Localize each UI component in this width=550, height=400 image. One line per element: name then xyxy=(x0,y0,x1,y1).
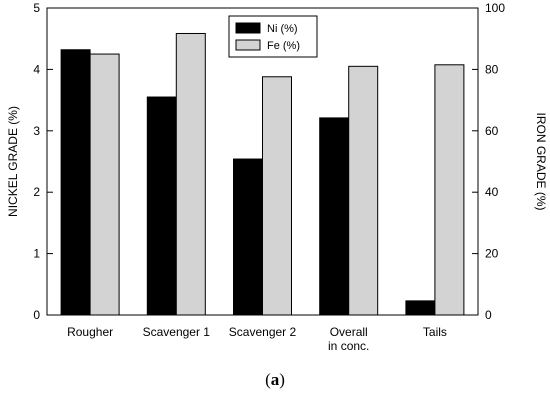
bar-fe-3 xyxy=(348,65,379,316)
x-tick-label-0-0: Rougher xyxy=(67,325,113,339)
x-tick-label-1-0: Scavenger 1 xyxy=(143,325,211,339)
y-right-axis-title: IRON GRADE (%) xyxy=(534,112,548,210)
x-tick-label-3-0: Overall xyxy=(330,325,368,339)
panel-label-letter: a xyxy=(270,370,280,389)
panel-label-open: ( xyxy=(265,370,271,389)
bar-ni-0 xyxy=(60,49,91,316)
bar-fe-4 xyxy=(434,64,465,316)
y-right-tick-label-2: 40 xyxy=(485,185,499,199)
y-right-tick-label-5: 100 xyxy=(485,1,505,15)
legend-swatch-0 xyxy=(235,22,261,34)
bar-fe-2 xyxy=(262,76,292,316)
y-left-tick-label-1: 1 xyxy=(33,247,40,261)
y-left-tick-label-2: 2 xyxy=(33,185,40,199)
legend-swatch-1 xyxy=(235,39,261,51)
y-right-tick-label-3: 60 xyxy=(485,124,499,138)
y-right-tick-label-0: 0 xyxy=(485,308,492,322)
bar-ni-4 xyxy=(405,300,436,316)
panel-label-close: ) xyxy=(279,370,285,389)
x-tick-label-2-0: Scavenger 2 xyxy=(229,325,297,339)
y-left-tick-label-0: 0 xyxy=(33,308,40,322)
legend-label-1: Fe (%) xyxy=(267,40,300,52)
legend-label-0: Ni (%) xyxy=(267,23,298,35)
bar-ni-3 xyxy=(319,117,350,316)
y-left-tick-label-5: 5 xyxy=(33,1,40,15)
y-left-axis-title: NICKEL GRADE (%) xyxy=(6,106,20,217)
y-left-tick-label-4: 4 xyxy=(33,62,40,76)
bar-ni-2 xyxy=(233,158,263,316)
y-right-tick-label-1: 20 xyxy=(485,247,499,261)
grade-bar-chart: 0 1 2 3 4 5 0 20 40 60 80 100 Rougher Scavenger 1 Scav… xyxy=(6,1,548,353)
y-right-tick-label-4: 80 xyxy=(485,62,499,76)
x-tick-label-3-1: in conc. xyxy=(328,339,369,353)
bar-fe-0 xyxy=(89,53,120,316)
panel-label: (a) xyxy=(0,370,550,390)
y-left-tick-label-3: 3 xyxy=(33,124,40,138)
x-tick-label-4-0: Tails xyxy=(423,325,447,339)
bar-ni-1 xyxy=(146,96,177,316)
bar-fe-1 xyxy=(175,32,206,316)
